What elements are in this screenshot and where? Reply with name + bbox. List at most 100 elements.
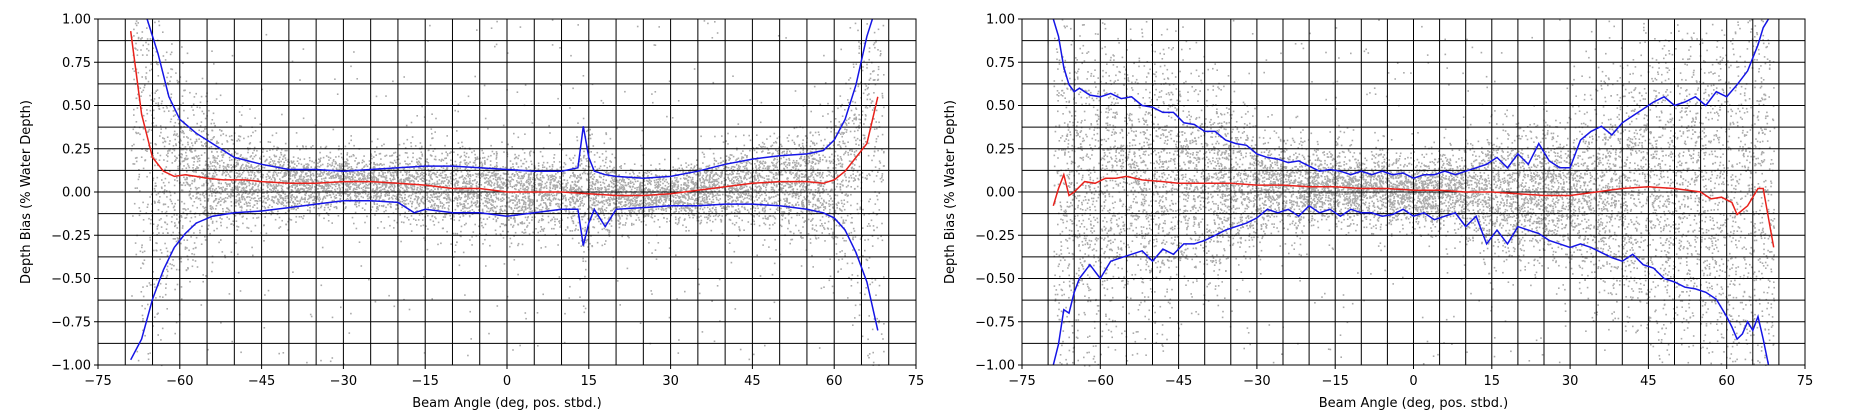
scatter-point <box>725 155 728 157</box>
scatter-point <box>561 183 563 185</box>
scatter-point <box>612 168 614 170</box>
scatter-point <box>878 284 881 287</box>
scatter-point <box>373 195 375 197</box>
scatter-point <box>174 160 176 162</box>
scatter-point <box>640 221 643 223</box>
scatter-point <box>698 216 700 218</box>
scatter-point <box>712 174 715 177</box>
scatter-point <box>263 155 265 158</box>
scatter-point <box>355 182 357 185</box>
scatter-point <box>248 184 251 187</box>
scatter-point <box>181 143 184 146</box>
scatter-point <box>414 207 417 210</box>
scatter-point <box>798 229 800 232</box>
scatter-point <box>237 138 240 141</box>
scatter-point <box>789 210 792 212</box>
scatter-point <box>327 183 330 186</box>
scatter-point <box>287 164 290 166</box>
scatter-point <box>696 210 699 212</box>
scatter-point <box>863 42 866 45</box>
scatter-point <box>141 314 144 317</box>
scatter-point <box>432 137 434 139</box>
scatter-point <box>458 219 461 222</box>
scatter-point <box>303 158 306 160</box>
scatter-point <box>717 199 720 202</box>
scatter-point <box>597 194 600 197</box>
scatter-point <box>209 187 212 189</box>
scatter-point <box>526 219 528 221</box>
scatter-point <box>262 183 265 186</box>
scatter-point <box>144 149 147 152</box>
scatter-point <box>591 174 594 176</box>
scatter-point <box>740 170 742 173</box>
scatter-point <box>339 197 342 200</box>
scatter-point <box>559 181 562 183</box>
scatter-point <box>750 175 753 178</box>
scatter-point <box>487 171 490 174</box>
scatter-point <box>419 211 422 214</box>
scatter-point <box>526 185 529 188</box>
scatter-point <box>327 162 329 165</box>
scatter-point <box>564 172 566 174</box>
scatter-point <box>418 176 420 178</box>
scatter-point <box>184 246 187 249</box>
scatter-point <box>272 184 275 186</box>
scatter-point <box>392 194 394 197</box>
scatter-point <box>737 208 740 210</box>
scatter-point <box>217 179 219 182</box>
scatter-point <box>256 207 259 209</box>
scatter-point <box>241 177 244 179</box>
scatter-point <box>714 135 716 138</box>
scatter-point <box>142 89 145 92</box>
scatter-point <box>517 244 519 247</box>
scatter-point <box>828 160 831 162</box>
scatter-point <box>537 168 540 170</box>
scatter-point <box>878 321 880 324</box>
scatter-point <box>269 188 271 191</box>
scatter-point <box>459 147 461 149</box>
scatter-point <box>471 183 474 186</box>
scatter-point <box>605 240 607 242</box>
scatter-point <box>750 196 752 198</box>
scatter-point <box>859 173 861 176</box>
scatter-point <box>811 174 813 176</box>
scatter-point <box>251 194 253 196</box>
scatter-point <box>690 163 693 166</box>
scatter-point <box>655 197 658 200</box>
scatter-point <box>234 215 237 217</box>
scatter-point <box>496 162 498 164</box>
scatter-point <box>641 188 643 191</box>
scatter-point <box>407 202 410 205</box>
scatter-point <box>792 167 795 169</box>
scatter-point <box>713 195 715 197</box>
scatter-point <box>572 87 574 90</box>
scatter-point <box>698 192 701 195</box>
scatter-point <box>548 165 551 168</box>
scatter-point <box>502 223 504 225</box>
scatter-point <box>422 224 425 227</box>
scatter-point <box>536 199 538 202</box>
scatter-point <box>197 167 200 169</box>
scatter-point <box>830 130 832 133</box>
scatter-point <box>758 215 760 217</box>
scatter-point <box>798 174 801 177</box>
scatter-point <box>358 172 360 174</box>
scatter-point <box>530 181 532 183</box>
scatter-point <box>226 165 229 168</box>
scatter-point <box>835 170 838 173</box>
scatter-point <box>441 152 443 155</box>
scatter-point <box>449 198 452 201</box>
scatter-point <box>791 192 794 195</box>
scatter-point <box>214 157 216 159</box>
scatter-point <box>773 216 776 218</box>
scatter-point <box>672 195 675 198</box>
scatter-point <box>440 194 442 196</box>
scatter-point <box>142 44 144 47</box>
scatter-point <box>452 164 455 166</box>
scatter-point <box>149 236 151 239</box>
scatter-point <box>813 85 816 88</box>
scatter-point <box>487 197 490 200</box>
scatter-point <box>763 143 766 145</box>
scatter-point <box>307 180 309 183</box>
scatter-point <box>524 228 526 231</box>
